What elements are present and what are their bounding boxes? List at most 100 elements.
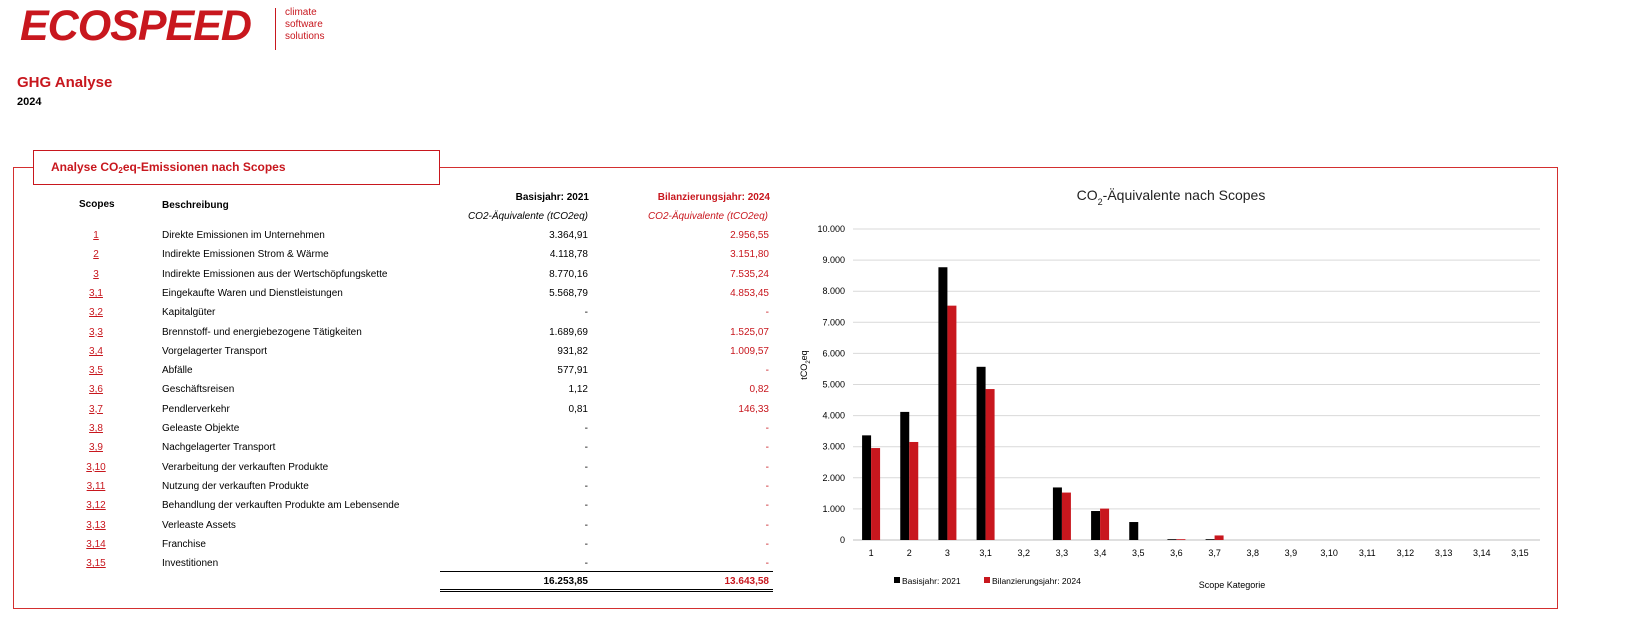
table-row: 3,7 Pendlerverkehr 0,81 146,33 — [0, 404, 800, 423]
balance-year-value: 4.853,45 — [730, 287, 769, 299]
y-axis-label: tCO2eq — [799, 350, 812, 379]
y-tick-label: 3.000 — [822, 442, 845, 452]
x-tick-label: 3,10 — [1320, 548, 1338, 558]
scope-link[interactable]: 3,9 — [89, 442, 103, 454]
scope-link[interactable]: 3,7 — [89, 403, 103, 415]
scope-link[interactable]: 3,1 — [89, 287, 103, 299]
scope-description: Verarbeitung der verkauften Produkte — [162, 461, 329, 473]
bar-balance-year — [1100, 508, 1110, 540]
analysis-panel — [13, 167, 1558, 609]
x-tick-label: 2 — [907, 548, 912, 558]
page-title: GHG Analyse — [17, 74, 113, 91]
base-year-value: - — [584, 307, 588, 319]
bar-base-year — [1167, 539, 1177, 540]
total-balance-year: 13.643,58 — [724, 576, 770, 587]
panel-title-post: eq-Emissionen nach Scopes — [122, 160, 286, 174]
scope-link[interactable]: 3,12 — [86, 500, 106, 512]
scope-link[interactable]: 3,6 — [89, 384, 103, 396]
scope-link[interactable]: 1 — [93, 230, 99, 241]
x-tick-label: 1 — [869, 548, 874, 558]
total-base-year: 16.253,85 — [543, 576, 589, 587]
unit-balance-year: CO2-Äquivalente (tCO2eq) — [647, 211, 768, 222]
chart-gridlines — [853, 228, 1540, 541]
table-row: 3,14 Franchise - - — [0, 539, 800, 558]
col-header-base-year: Basisjahr: 2021 — [515, 192, 589, 203]
scope-description: Investitionen — [162, 558, 219, 570]
x-tick-label: 3,13 — [1435, 548, 1453, 558]
legend-label: Bilanzierungsjahr: 2024 — [992, 576, 1081, 586]
base-year-value: - — [584, 442, 588, 454]
y-tick-label: 4.000 — [822, 411, 845, 421]
y-tick-label: 2.000 — [822, 473, 845, 483]
table-row: 3,1 Eingekaufte Waren und Dienstleistunge… — [0, 288, 800, 307]
base-year-value: - — [584, 558, 588, 570]
col-header-description: Beschreibung — [162, 200, 229, 211]
table-row: 3,15 Investitionen - - — [0, 558, 800, 577]
table-row: 3,12 Behandlung der verkauften Produkte a… — [0, 500, 800, 519]
scope-link[interactable]: 3,13 — [86, 519, 106, 531]
base-year-value: 1,12 — [568, 384, 588, 396]
bar-balance-year — [1061, 492, 1071, 540]
x-tick-label: 3,12 — [1397, 548, 1415, 558]
x-tick-label: 3,3 — [1056, 548, 1069, 558]
logo-tagline-line: climate — [285, 7, 317, 18]
base-year-value: - — [584, 423, 588, 434]
scope-bar-chart: CO2-Äquivalente nach Scopes 0 1.000 2.000 3… — [799, 187, 1540, 590]
table-row: 2 Indirekte Emissionen Strom & Wärme 4.118… — [0, 249, 800, 268]
scope-link[interactable]: 3,2 — [89, 307, 103, 319]
scope-link[interactable]: 3,11 — [86, 480, 106, 492]
chart-title: CO2-Äquivalente nach Scopes — [1077, 187, 1266, 207]
bar-balance-year — [947, 305, 957, 540]
logo-tagline-line: software — [285, 19, 323, 30]
scope-link[interactable]: 3,8 — [89, 423, 103, 434]
scope-link[interactable]: 3,14 — [86, 538, 106, 550]
x-tick-label: 3,1 — [979, 548, 992, 558]
scope-description: Direkte Emissionen im Unternehmen — [162, 230, 325, 241]
scope-link[interactable]: 3,10 — [86, 461, 106, 473]
scope-link[interactable]: 2 — [93, 249, 99, 261]
scope-description: Geschäftsreisen — [162, 384, 235, 396]
balance-year-value: - — [765, 461, 769, 473]
table-row: 3,11 Nutzung der verkauften Produkte - - — [0, 481, 800, 500]
base-year-value: - — [584, 519, 588, 531]
table-row: 3,5 Abfälle 577,91 - — [0, 365, 800, 384]
chart-legend: Basisjahr: 2021 Bilanzierungsjahr: 2024 — [894, 576, 1081, 586]
bar-base-year — [1091, 511, 1101, 540]
scope-link[interactable]: 3 — [93, 268, 99, 280]
scope-description: Indirekte Emissionen aus der Wertschöpfu… — [162, 268, 388, 280]
balance-year-value: 1.009,57 — [730, 345, 769, 357]
bar-base-year — [1052, 487, 1062, 540]
scope-description: Nutzung der verkauften Produkte — [162, 480, 309, 492]
x-tick-label: 3,15 — [1511, 548, 1529, 558]
balance-year-value: 0,82 — [749, 384, 769, 396]
base-year-value: - — [584, 500, 588, 512]
scope-description: Nachgelagerter Transport — [162, 442, 276, 454]
scope-link[interactable]: 3,5 — [89, 365, 103, 377]
base-year-value: - — [584, 461, 588, 473]
x-tick-label: 3,11 — [1359, 548, 1376, 558]
bar-balance-year — [909, 441, 919, 540]
bar-balance-year — [871, 448, 881, 540]
panel-title-sub: 2 — [118, 166, 123, 175]
base-year-value: 3.364,91 — [549, 230, 588, 241]
base-year-value: 5.568,79 — [549, 287, 588, 299]
scope-link[interactable]: 3,15 — [86, 558, 106, 570]
base-year-value: 4.118,78 — [549, 249, 588, 261]
base-year-value: 8.770,16 — [549, 268, 588, 280]
bar-base-year — [976, 366, 986, 540]
unit-base-year: CO2-Äquivalente (tCO2eq) — [467, 211, 588, 222]
table-row: 3,13 Verleaste Assets - - — [0, 520, 800, 539]
scope-link[interactable]: 3,3 — [89, 326, 103, 338]
scope-description: Verleaste Assets — [162, 519, 236, 531]
scope-link[interactable]: 3,4 — [89, 345, 103, 357]
logo-divider — [275, 8, 276, 50]
legend-swatch — [894, 577, 900, 583]
table-row: 3 Indirekte Emissionen aus der Wertschöpf… — [0, 269, 800, 288]
bar-base-year — [1129, 522, 1139, 540]
logo-tagline: climate software solutions — [285, 7, 324, 43]
bar-base-year — [900, 411, 910, 540]
x-tick-label: 3,7 — [1208, 548, 1221, 558]
table-row: 3,9 Nachgelagerter Transport - - — [0, 442, 800, 461]
x-axis-label: Scope Kategorie — [1199, 580, 1266, 590]
scope-description: Geleaste Objekte — [162, 423, 240, 434]
